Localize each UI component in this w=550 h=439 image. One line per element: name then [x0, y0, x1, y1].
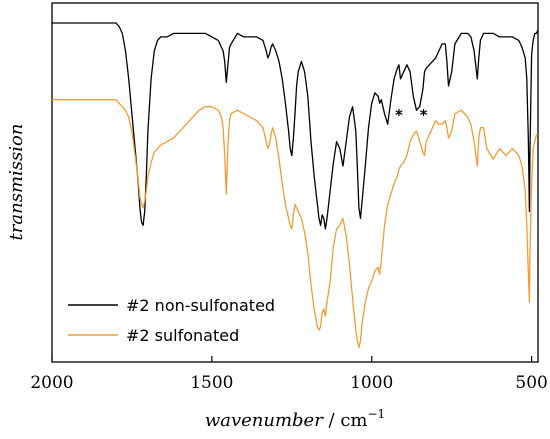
y-axis-title: transmission — [6, 124, 27, 241]
legend-label-non-sulfonated: #2 non-sulfonated — [126, 296, 275, 315]
peak-marker-1: * — [395, 106, 403, 124]
legend-label-sulfonated: #2 sulfonated — [126, 326, 239, 345]
marker-layer: * * — [395, 106, 428, 124]
x-tick-layer: 2000 1500 1000 500 — [30, 356, 548, 393]
x-axis-title-main: wavenumber — [205, 410, 324, 431]
series-layer — [52, 22, 539, 349]
legend: #2 non-sulfonated #2 sulfonated — [68, 296, 275, 345]
x-tick-label-1000: 1000 — [350, 373, 393, 393]
plot-frame — [51, 2, 539, 363]
series-line-non-sulfonated — [52, 22, 539, 230]
x-axis-title-unit: / cm — [323, 410, 368, 431]
x-axis-title-exponent: −1 — [367, 407, 385, 421]
x-axis-title: wavenumber / cm−1 — [205, 407, 385, 431]
peak-marker-2: * — [420, 106, 428, 124]
series-line-sulfonated — [52, 99, 538, 349]
x-tick-label-2000: 2000 — [30, 373, 73, 393]
x-tick-label-1500: 1500 — [190, 373, 233, 393]
x-tick-label-500: 500 — [515, 373, 547, 393]
